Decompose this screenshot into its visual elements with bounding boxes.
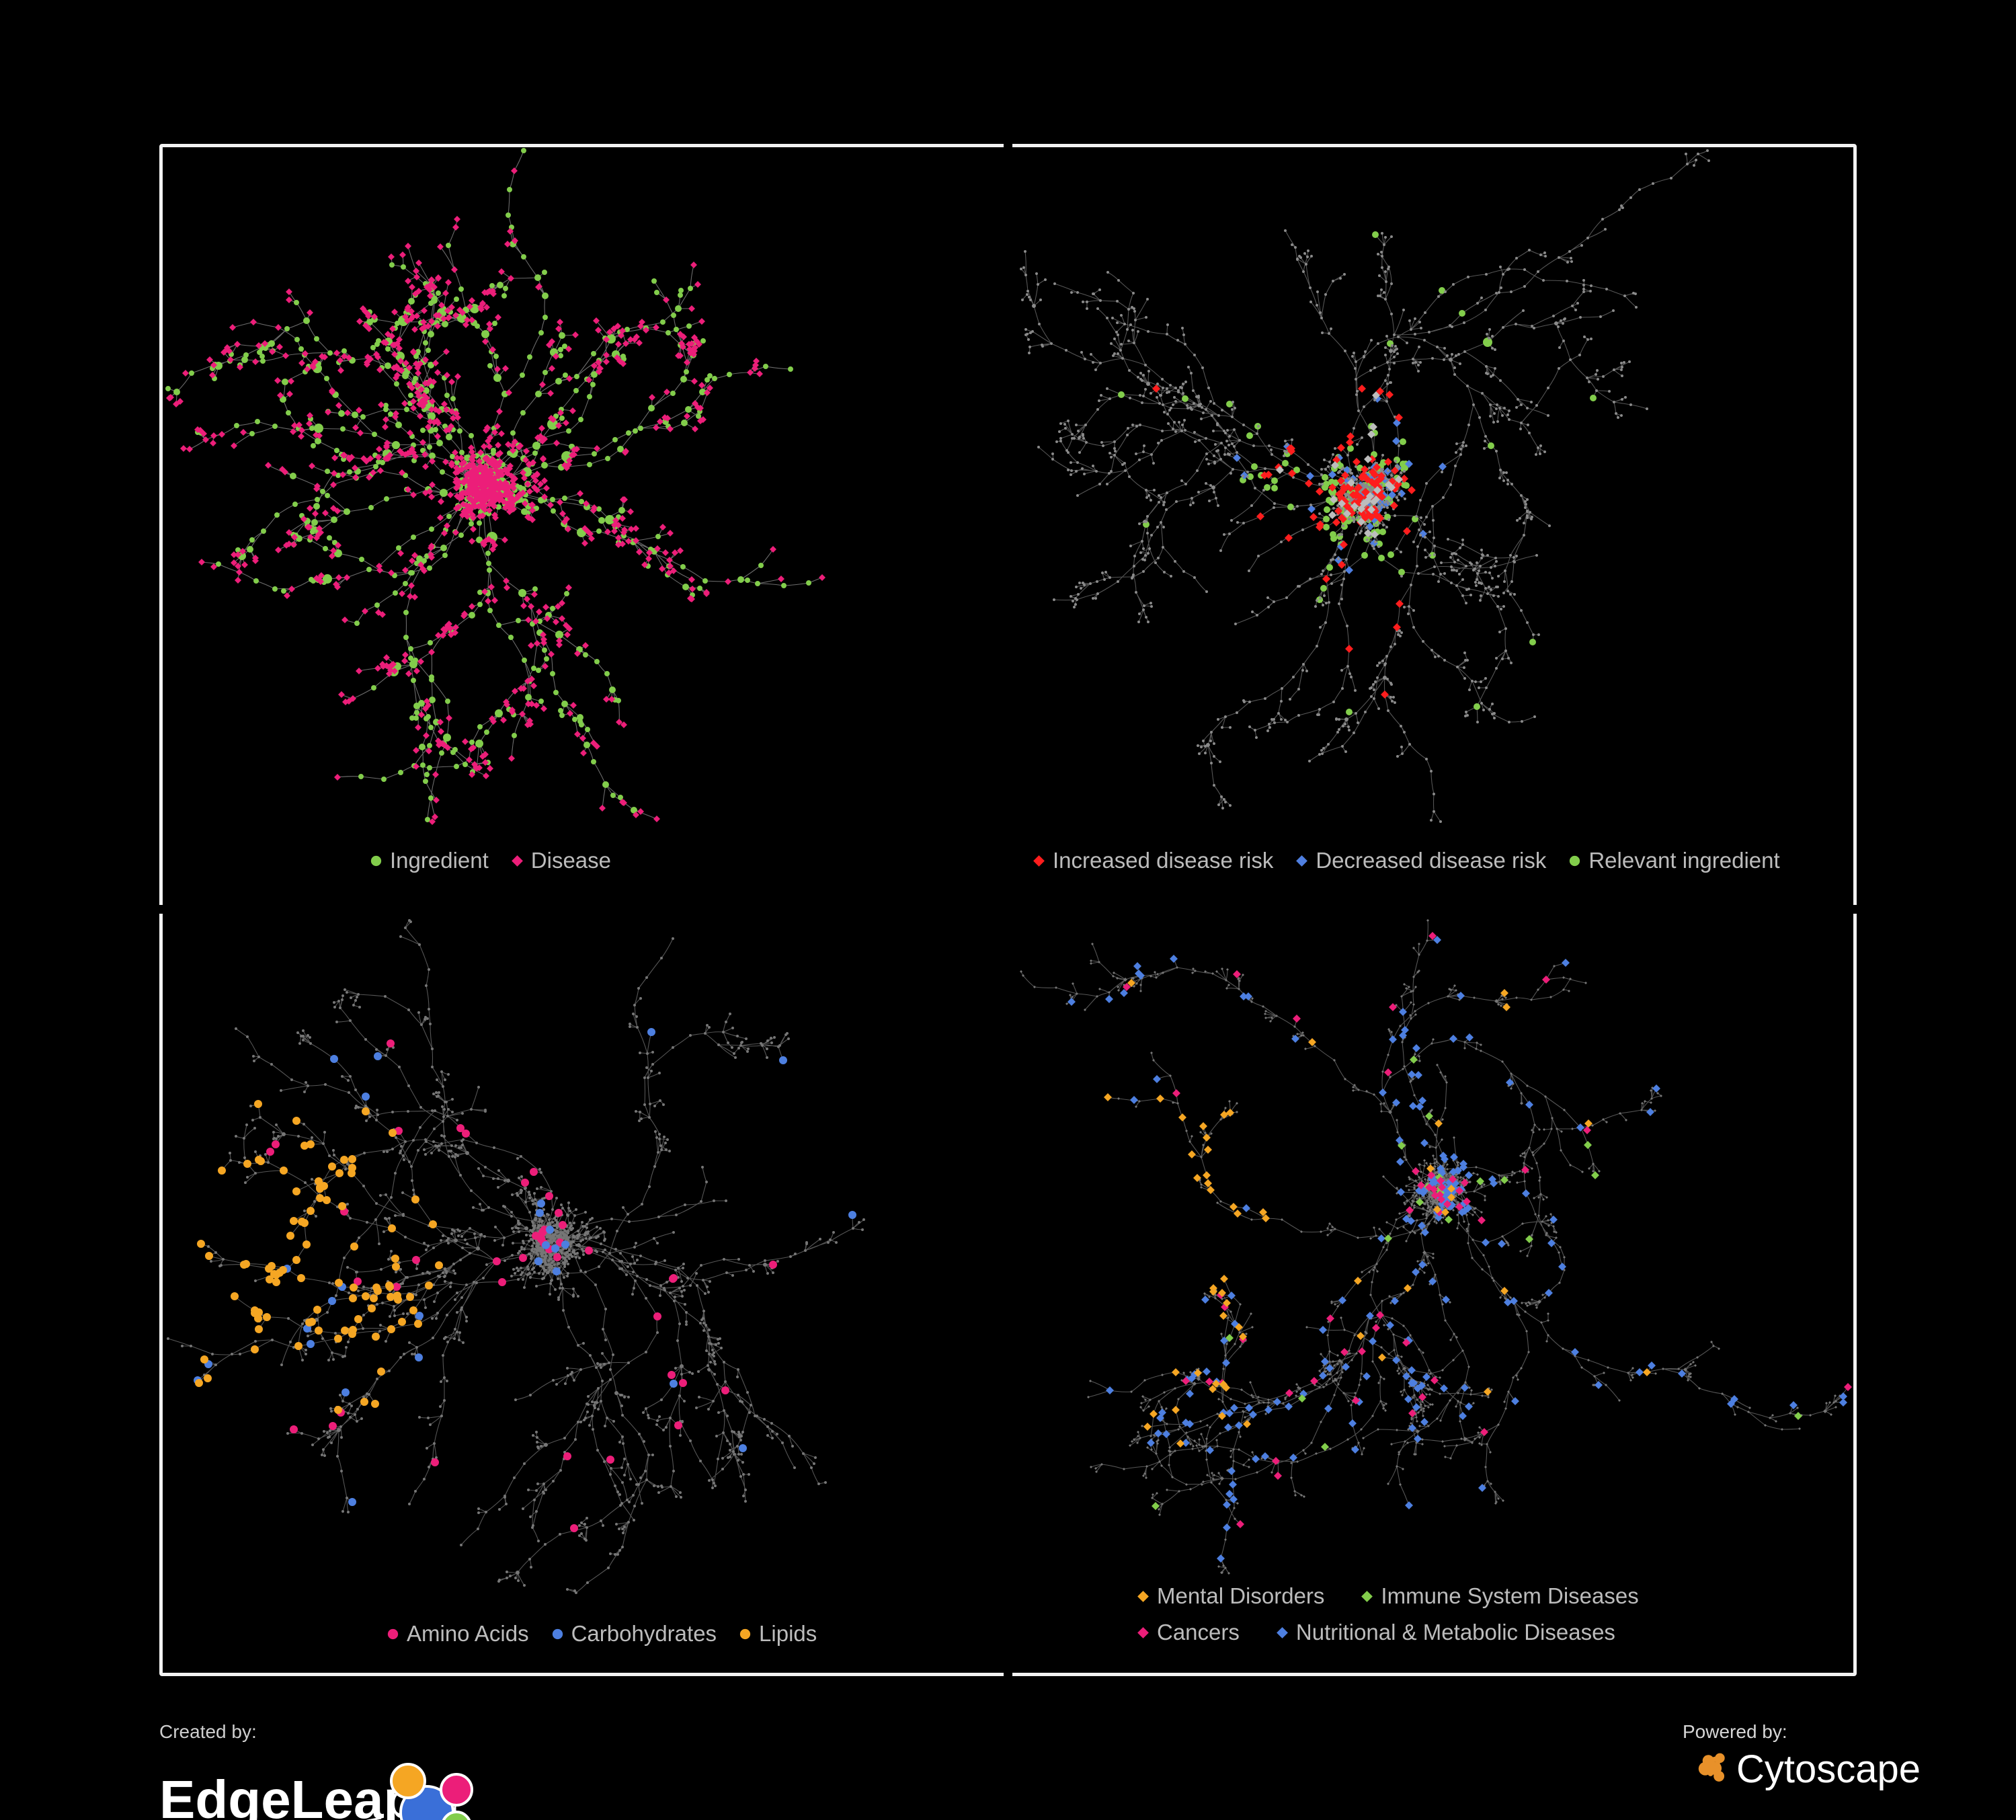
svg-text:EdgeLeap: EdgeLeap — [159, 1770, 416, 1820]
